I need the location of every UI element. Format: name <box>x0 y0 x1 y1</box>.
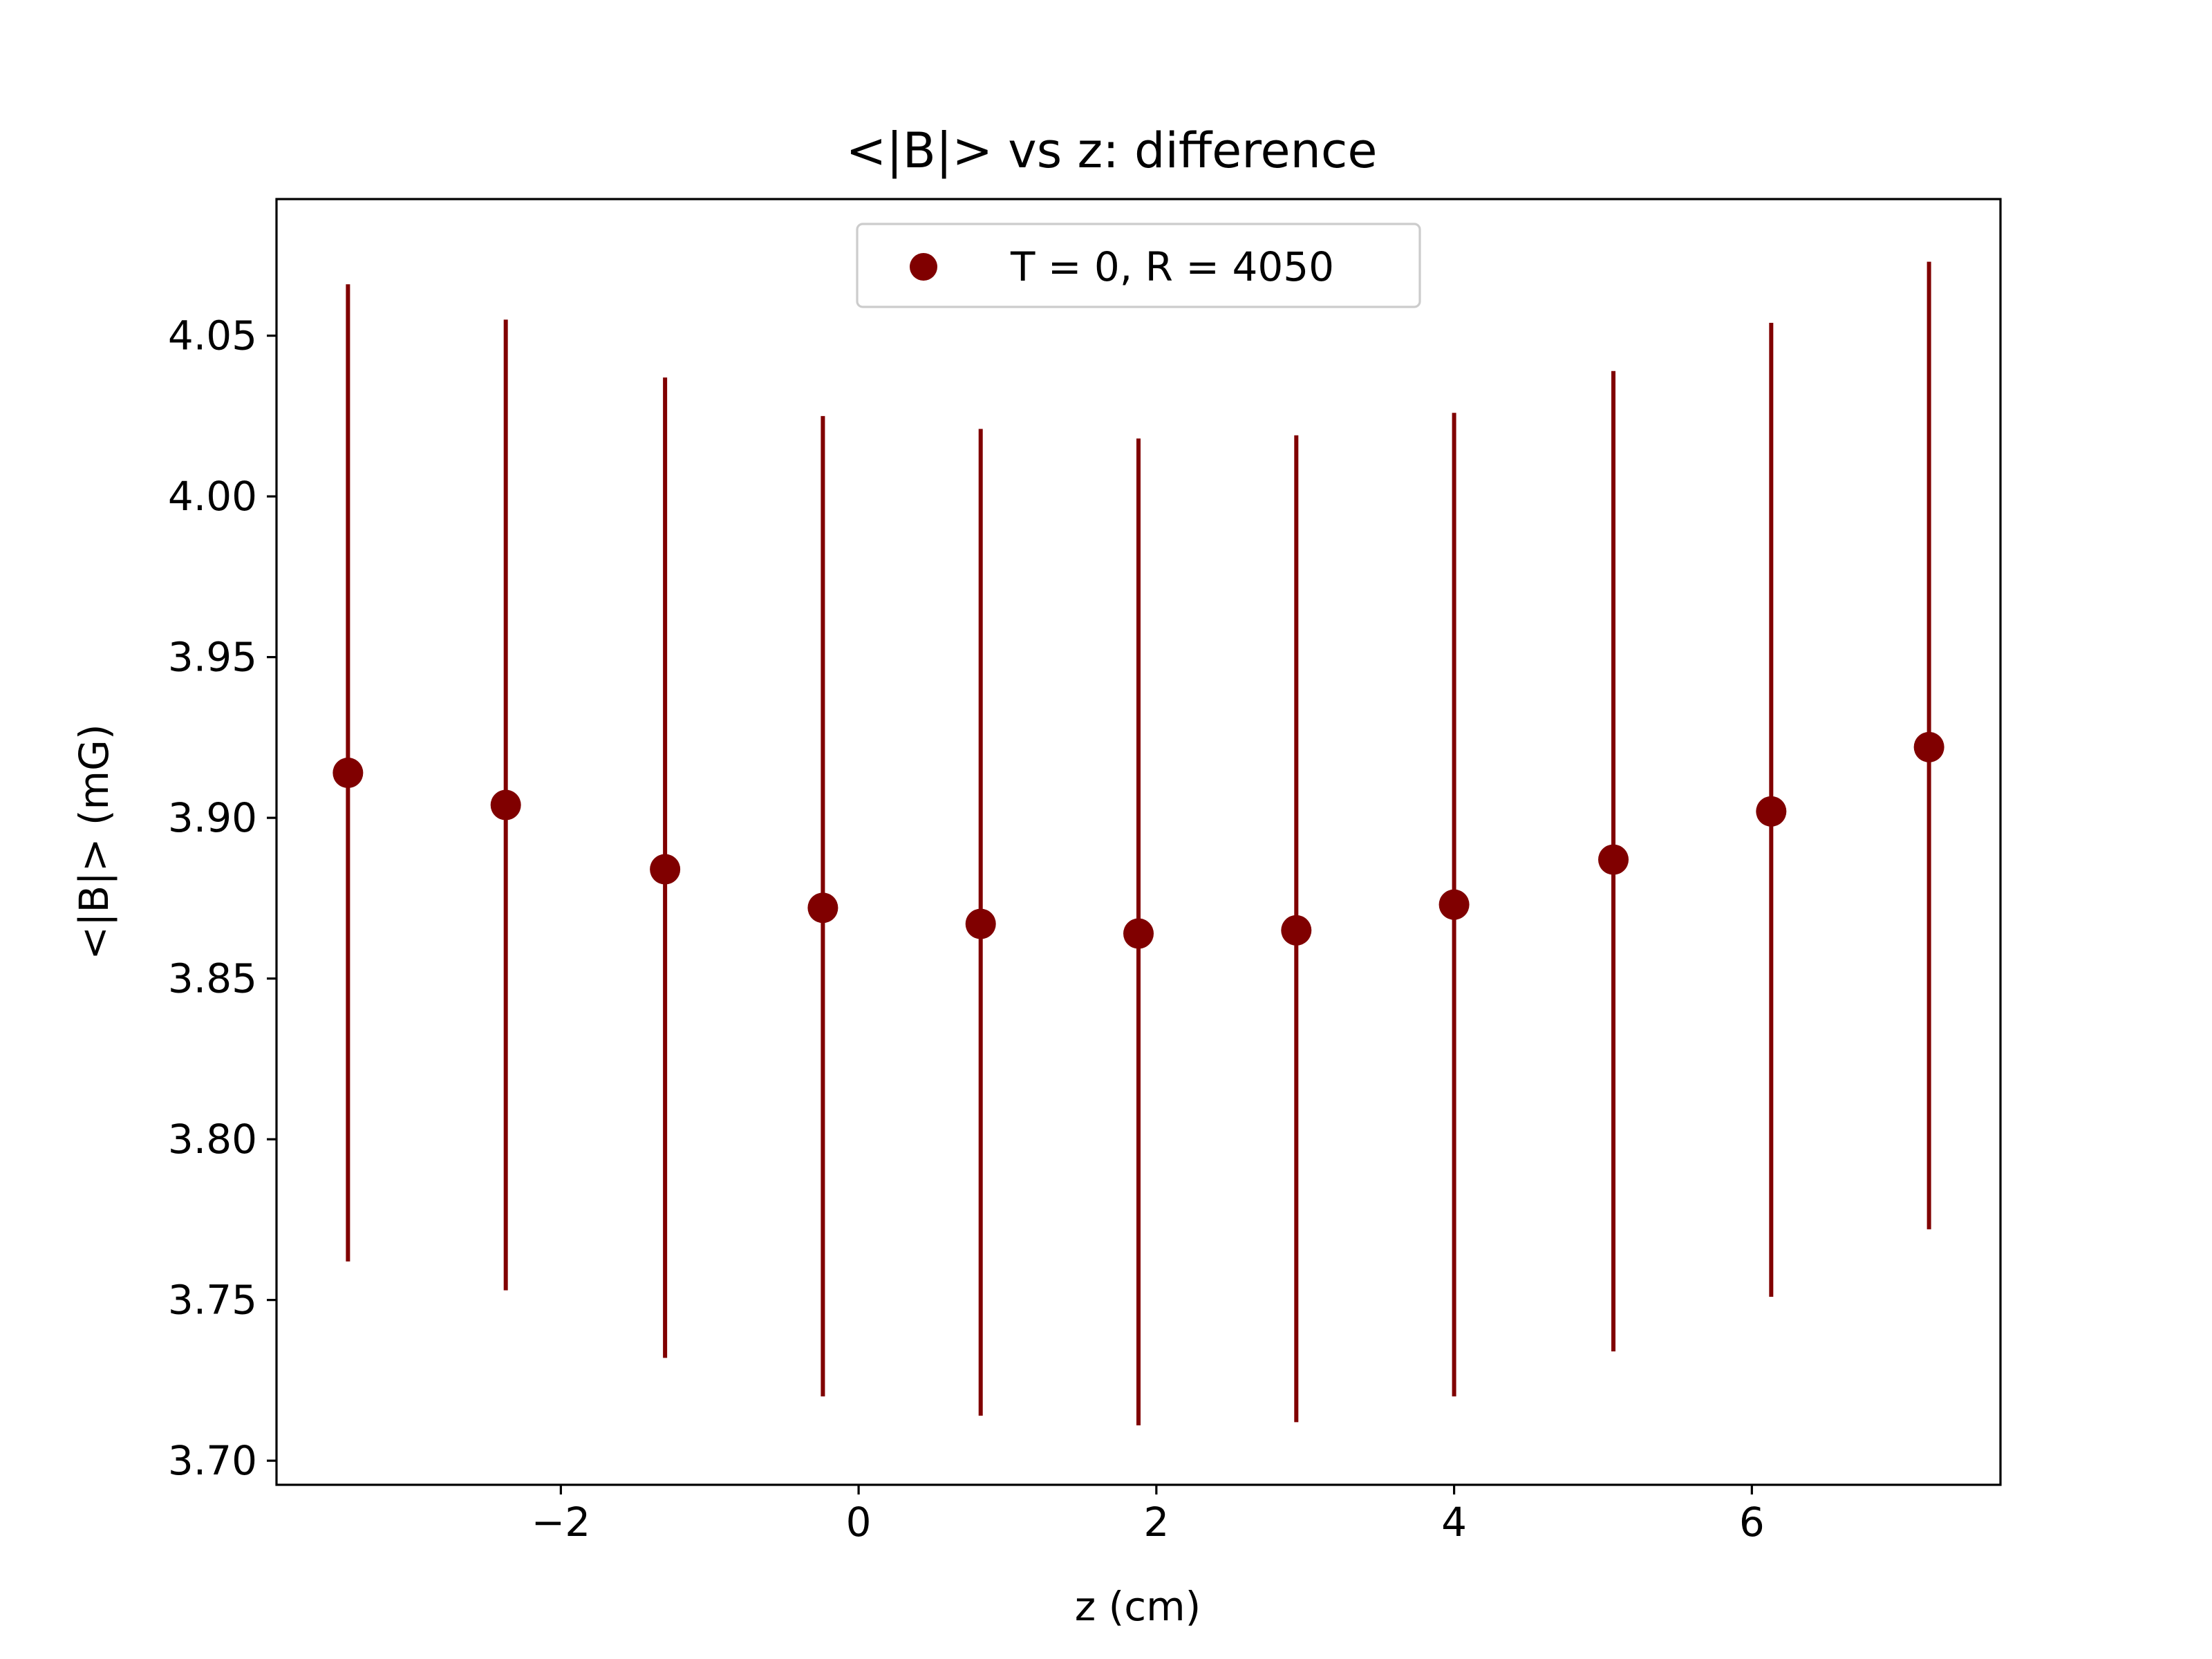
y-tick-label: 3.95 <box>168 634 257 681</box>
data-point <box>1281 915 1312 946</box>
plot-frame <box>275 198 2002 1486</box>
y-tick-label: 4.05 <box>168 312 257 359</box>
axis-ticks: −2 0 2 4 6 3.70 3.75 3.80 3.85 3.90 3.95 4.00 4.05 <box>168 312 1765 1546</box>
legend-marker <box>910 253 937 281</box>
x-tick-label: 2 <box>1143 1499 1169 1546</box>
y-tick-label: 3.75 <box>168 1277 257 1324</box>
legend-box <box>856 223 1421 308</box>
data-point <box>332 758 364 789</box>
legend: T = 0, R = 4050 <box>856 223 1421 308</box>
y-tick-label: 3.70 <box>168 1437 257 1484</box>
y-tick-label: 3.85 <box>168 955 257 1002</box>
x-tick-label: 0 <box>846 1499 872 1546</box>
data-point <box>650 854 681 885</box>
data-point <box>1598 844 1629 875</box>
data-point <box>1756 796 1787 827</box>
data-point <box>1913 731 1944 762</box>
chart-title: <|B|> vs z: difference <box>846 122 1378 179</box>
data-point <box>1123 918 1154 949</box>
data-point <box>490 789 521 821</box>
data-point <box>965 908 996 939</box>
x-axis-label: z (cm) <box>1075 1583 1201 1630</box>
series-group <box>332 261 1944 1425</box>
y-tick-label: 3.90 <box>168 794 257 841</box>
data-point <box>1438 889 1470 920</box>
x-tick-label: −2 <box>532 1499 591 1546</box>
x-tick-label: 4 <box>1441 1499 1467 1546</box>
data-point <box>807 892 838 924</box>
y-tick-label: 4.00 <box>168 473 257 520</box>
legend-label: T = 0, R = 4050 <box>1010 243 1334 290</box>
x-tick-label: 6 <box>1739 1499 1765 1546</box>
y-axis-label: <|B|> (mG) <box>71 724 118 959</box>
y-tick-label: 3.80 <box>168 1116 257 1163</box>
